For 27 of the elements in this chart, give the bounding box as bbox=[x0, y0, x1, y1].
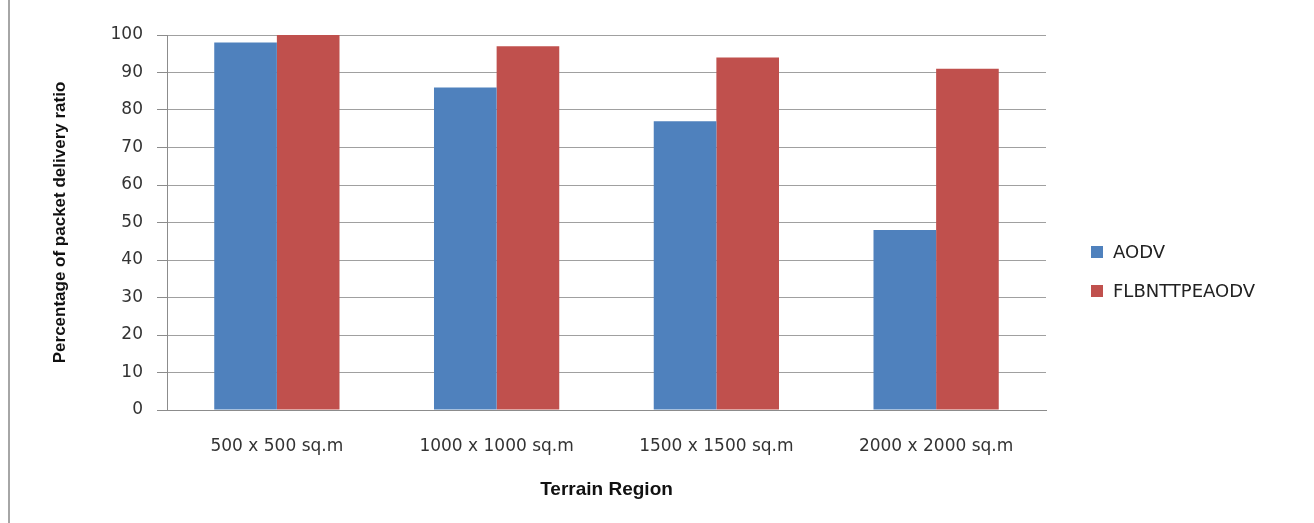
bar bbox=[214, 42, 277, 410]
y-tick-label: 30 bbox=[121, 285, 143, 306]
bar bbox=[496, 46, 560, 410]
x-axis-title: Terrain Region bbox=[540, 477, 673, 499]
bar bbox=[434, 87, 497, 410]
y-tick-label: 10 bbox=[121, 360, 143, 381]
y-tick-label: 40 bbox=[121, 248, 143, 269]
bar bbox=[276, 35, 340, 410]
bar bbox=[653, 121, 717, 410]
y-tick-label: 100 bbox=[110, 23, 143, 44]
x-tick-label: 2000 x 2000 sq.m bbox=[858, 434, 1014, 455]
bar bbox=[716, 57, 779, 410]
y-tick-label: 60 bbox=[121, 173, 143, 194]
legend-label: AODV bbox=[1113, 241, 1166, 262]
y-axis-title: Percentage of packet delivery ratio bbox=[49, 81, 69, 364]
bar bbox=[873, 230, 937, 410]
y-tick-label: 80 bbox=[121, 98, 143, 119]
y-tick-label: 20 bbox=[121, 323, 143, 344]
y-tick-label: 0 bbox=[132, 398, 143, 419]
y-tick-label: 70 bbox=[121, 135, 143, 156]
bar bbox=[936, 68, 999, 410]
y-tick-label: 50 bbox=[121, 210, 143, 231]
x-tick-label: 1000 x 1000 sq.m bbox=[419, 434, 574, 455]
x-tick-label: 500 x 500 sq.m bbox=[210, 434, 344, 455]
y-tick-label: 90 bbox=[121, 60, 143, 81]
x-tick-label: 1500 x 1500 sq.m bbox=[639, 434, 794, 455]
legend-label: FLBNTTPEAODV bbox=[1113, 280, 1256, 301]
